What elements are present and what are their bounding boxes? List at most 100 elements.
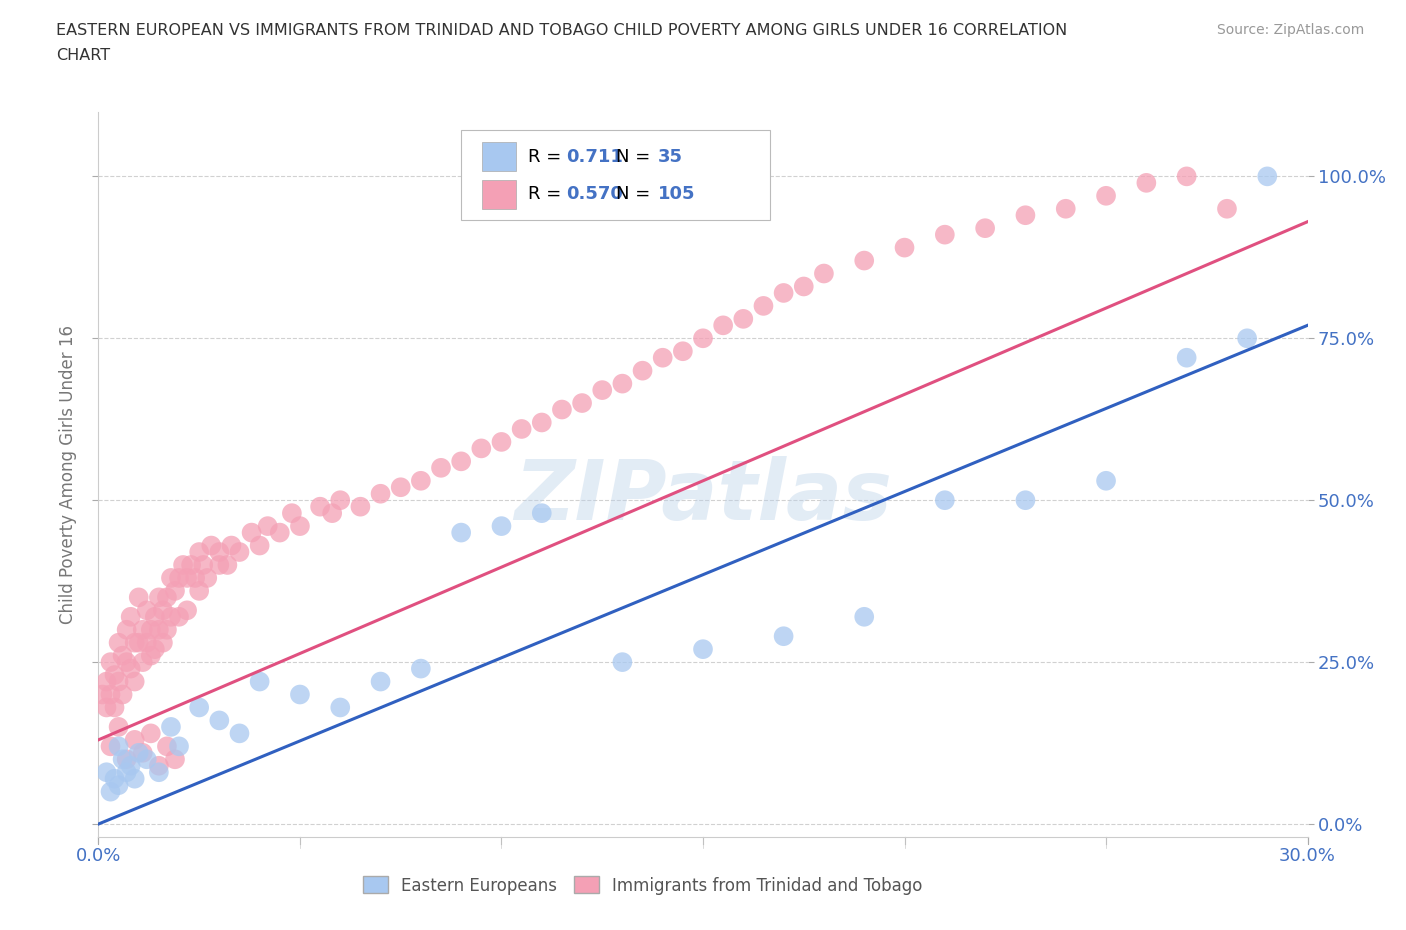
Point xyxy=(1256,169,1278,184)
Point xyxy=(651,351,673,365)
Point xyxy=(195,570,218,585)
Point xyxy=(124,635,146,650)
Legend: Eastern Europeans, Immigrants from Trinidad and Tobago: Eastern Europeans, Immigrants from Trini… xyxy=(356,870,929,901)
Point xyxy=(103,668,125,683)
Point xyxy=(172,558,194,573)
Point xyxy=(135,635,157,650)
Point xyxy=(156,622,179,637)
Point xyxy=(571,395,593,410)
Point xyxy=(430,460,453,475)
Point xyxy=(103,700,125,715)
Point xyxy=(124,674,146,689)
Point xyxy=(249,538,271,553)
Point xyxy=(148,622,170,637)
Point xyxy=(184,570,207,585)
Point xyxy=(1216,201,1239,216)
Point xyxy=(132,745,155,760)
Point xyxy=(124,733,146,748)
Point xyxy=(188,545,211,560)
Point xyxy=(329,700,352,715)
Point xyxy=(321,506,343,521)
Point xyxy=(167,738,190,753)
FancyBboxPatch shape xyxy=(461,130,769,220)
Point xyxy=(115,655,138,670)
Point xyxy=(370,674,392,689)
Text: N =: N = xyxy=(616,148,657,166)
Point xyxy=(591,382,613,397)
Point xyxy=(692,642,714,657)
Point xyxy=(96,764,118,779)
Point xyxy=(132,622,155,637)
Y-axis label: Child Poverty Among Girls Under 16: Child Poverty Among Girls Under 16 xyxy=(59,325,77,624)
Point xyxy=(120,661,142,676)
Text: N =: N = xyxy=(616,185,657,204)
Point xyxy=(217,558,239,573)
Point xyxy=(107,635,129,650)
Point xyxy=(132,655,155,670)
Point xyxy=(450,454,472,469)
Point xyxy=(176,603,198,618)
Point xyxy=(281,506,304,521)
Point xyxy=(733,312,755,326)
Point xyxy=(208,545,231,560)
Point xyxy=(208,558,231,573)
Point xyxy=(256,519,278,534)
Point xyxy=(160,609,183,624)
Point xyxy=(752,299,775,313)
Point xyxy=(208,713,231,728)
Point xyxy=(1095,473,1118,488)
Point xyxy=(1175,351,1198,365)
Point xyxy=(269,525,291,540)
Point xyxy=(772,629,794,644)
Text: 35: 35 xyxy=(658,148,683,166)
Point xyxy=(672,344,695,359)
Point xyxy=(115,764,138,779)
Point xyxy=(107,738,129,753)
Point xyxy=(1014,207,1036,222)
Point xyxy=(107,674,129,689)
Point xyxy=(1054,201,1077,216)
Point xyxy=(389,480,412,495)
Point xyxy=(228,726,250,741)
Point xyxy=(115,751,138,766)
Point xyxy=(167,609,190,624)
Point xyxy=(100,655,122,670)
Point xyxy=(96,700,118,715)
Point xyxy=(309,499,332,514)
Point xyxy=(139,622,162,637)
Point xyxy=(612,655,634,670)
Point xyxy=(163,583,186,598)
Text: 0.570: 0.570 xyxy=(567,185,623,204)
Point xyxy=(551,402,574,417)
Point xyxy=(148,764,170,779)
Point xyxy=(143,642,166,657)
Point xyxy=(176,570,198,585)
Point xyxy=(450,525,472,540)
Point xyxy=(349,499,371,514)
Point xyxy=(329,493,352,508)
Point xyxy=(100,738,122,753)
Point xyxy=(470,441,492,456)
Point xyxy=(115,622,138,637)
Point xyxy=(111,687,134,702)
Point xyxy=(200,538,222,553)
Point xyxy=(711,318,734,333)
Point xyxy=(409,473,432,488)
Point xyxy=(813,266,835,281)
Point xyxy=(510,421,533,436)
Point xyxy=(530,415,553,430)
Point xyxy=(167,570,190,585)
Point xyxy=(111,648,134,663)
Point xyxy=(180,558,202,573)
Point xyxy=(91,687,114,702)
Point xyxy=(370,486,392,501)
Point xyxy=(107,720,129,735)
Text: 105: 105 xyxy=(658,185,696,204)
Point xyxy=(96,674,118,689)
Point xyxy=(139,726,162,741)
Point xyxy=(152,635,174,650)
Point xyxy=(228,545,250,560)
Point xyxy=(143,609,166,624)
Text: EASTERN EUROPEAN VS IMMIGRANTS FROM TRINIDAD AND TOBAGO CHILD POVERTY AMONG GIRL: EASTERN EUROPEAN VS IMMIGRANTS FROM TRIN… xyxy=(56,23,1067,38)
Point xyxy=(188,583,211,598)
